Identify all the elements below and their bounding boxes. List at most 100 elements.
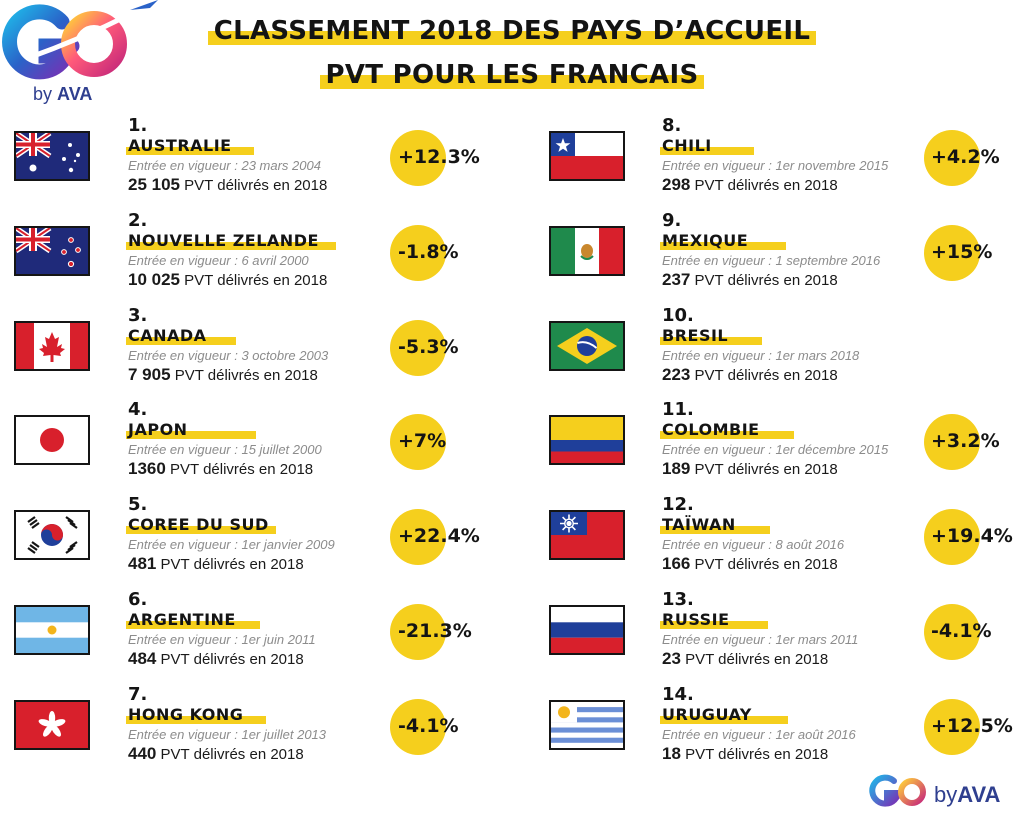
change-percent: +22.4% [398, 525, 480, 547]
country-name: BRESIL [660, 326, 762, 346]
brazil-flag-icon [549, 321, 625, 371]
country-name: RUSSIE [660, 610, 768, 630]
pvt-count: 23 PVT délivrés en 2018 [662, 649, 829, 668]
entry-date: Entrée en vigueur : 15 juillet 2000 [128, 442, 322, 457]
entry-date: Entrée en vigueur : 1er juillet 2013 [128, 727, 327, 742]
country-name: TAÏWAN [660, 515, 770, 535]
change-percent: +12.5% [931, 715, 1013, 737]
entry-date: Entrée en vigueur : 3 octobre 2003 [128, 348, 329, 363]
change-bubble [924, 699, 980, 755]
change-percent: -1.8% [398, 241, 459, 263]
country-name: URUGUAY [660, 705, 788, 725]
country-name: NOUVELLE ZELANDE [126, 231, 336, 251]
entry-date: Entrée en vigueur : 1er janvier 2009 [128, 537, 335, 552]
country-name: CANADA [126, 326, 236, 346]
country-name: AUSTRALIE [126, 136, 254, 156]
colombia-flag-icon [549, 415, 625, 465]
go-logo-icon [2, 0, 158, 80]
chile-flag-icon [549, 131, 625, 181]
pvt-count: 298 PVT délivrés en 2018 [662, 175, 838, 194]
country-name: HONG KONG [126, 705, 266, 725]
entry-date: Entrée en vigueur : 6 avril 2000 [128, 253, 309, 268]
pvt-count: 237 PVT délivrés en 2018 [662, 270, 838, 289]
ranking-entry-9: 9. MEXIQUE Entrée en vigueur : 1 septemb… [549, 211, 1024, 301]
change-percent: +3.2% [931, 430, 1000, 452]
rank-number: 13. [662, 589, 694, 610]
entry-date: Entrée en vigueur : 1 septembre 2016 [662, 253, 881, 268]
country-name: ARGENTINE [126, 610, 260, 630]
change-bubble [924, 414, 980, 470]
rank-number: 7. [128, 684, 148, 705]
pvt-count: 481 PVT délivrés en 2018 [128, 554, 304, 573]
change-percent: +15% [931, 241, 993, 263]
south-korea-flag-icon [14, 510, 90, 560]
ranking-entry-4: 4. JAPON Entrée en vigueur : 15 juillet … [14, 400, 514, 490]
logo-bottom-brand: AVA [957, 782, 1001, 807]
rank-number: 9. [662, 210, 682, 231]
taiwan-flag-icon [549, 510, 625, 560]
rank-number: 6. [128, 589, 148, 610]
change-bubble [924, 130, 980, 186]
country-name: COREE DU SUD [126, 515, 276, 535]
ranking-entry-13: 13. RUSSIE Entrée en vigueur : 1er mars … [549, 590, 1024, 680]
logo-by-text: by [33, 84, 53, 104]
country-name: JAPON [126, 420, 256, 440]
entry-date: Entrée en vigueur : 1er août 2016 [662, 727, 856, 742]
rank-number: 4. [128, 399, 148, 420]
change-percent: +4.2% [931, 146, 1000, 168]
pvt-count: 484 PVT délivrés en 2018 [128, 649, 304, 668]
hong-kong-flag-icon [14, 700, 90, 750]
entry-date: Entrée en vigueur : 23 mars 2004 [128, 158, 321, 173]
change-bubble [390, 414, 446, 470]
change-bubble [924, 225, 980, 281]
australia-flag-icon [14, 131, 90, 181]
rank-number: 3. [128, 305, 148, 326]
pvt-count: 25 105 PVT délivrés en 2018 [128, 175, 328, 194]
rank-number: 2. [128, 210, 148, 231]
change-bubble [390, 130, 446, 186]
ranking-entry-12: 12. TAÏWAN Entrée en vigueur : 8 août 20… [549, 495, 1024, 585]
change-percent: +19.4% [931, 525, 1013, 547]
ranking-entry-8: 8. CHILI Entrée en vigueur : 1er novembr… [549, 116, 1024, 206]
pvt-count: 1360 PVT délivrés en 2018 [128, 459, 314, 478]
pvt-count: 223 PVT délivrés en 2018 [662, 365, 838, 384]
entry-date: Entrée en vigueur : 1er novembre 2015 [662, 158, 889, 173]
page-subtitle: PVT POUR LES FRANCAIS [0, 58, 1024, 92]
canada-flag-icon [14, 321, 90, 371]
change-bubble [390, 699, 446, 755]
japan-flag-icon [14, 415, 90, 465]
ranking-entry-14: 14. URUGUAY Entrée en vigueur : 1er août… [549, 685, 1024, 775]
change-percent: -4.1% [398, 715, 459, 737]
pvt-count: 10 025 PVT délivrés en 2018 [128, 270, 328, 289]
rank-number: 12. [662, 494, 694, 515]
rank-number: 5. [128, 494, 148, 515]
ranking-entry-3: 3. CANADA Entrée en vigueur : 3 octobre … [14, 306, 514, 396]
entry-date: Entrée en vigueur : 1er mars 2018 [662, 348, 860, 363]
change-percent: -5.3% [398, 336, 459, 358]
change-bubble [924, 604, 980, 660]
country-name: MEXIQUE [660, 231, 786, 251]
pvt-count: 18 PVT délivrés en 2018 [662, 744, 829, 763]
rank-number: 10. [662, 305, 694, 326]
ranking-entry-7: 7. HONG KONG Entrée en vigueur : 1er jui… [14, 685, 514, 775]
new-zealand-flag-icon [14, 226, 90, 276]
change-percent: -4.1% [931, 620, 992, 642]
title-line-1: CLASSEMENT 2018 DES PAYS D’ACCUEIL [213, 16, 811, 46]
rank-number: 14. [662, 684, 694, 705]
go-by-ava-logo-bottom: byAVA [868, 772, 1018, 812]
go-logo-small-icon [869, 774, 926, 807]
entry-date: Entrée en vigueur : 1er mars 2011 [662, 632, 859, 647]
ranking-entry-11: 11. COLOMBIE Entrée en vigueur : 1er déc… [549, 400, 1024, 490]
change-percent: -21.3% [398, 620, 472, 642]
change-bubble [924, 509, 980, 565]
pvt-count: 7 905 PVT délivrés en 2018 [128, 365, 318, 384]
ranking-entry-1: 1. AUSTRALIE Entrée en vigueur : 23 mars… [14, 116, 514, 206]
mexico-flag-icon [549, 226, 625, 276]
pvt-count: 440 PVT délivrés en 2018 [128, 744, 304, 763]
uruguay-flag-icon [549, 700, 625, 750]
rank-number: 8. [662, 115, 682, 136]
title-line-2: PVT POUR LES FRANCAIS [325, 60, 699, 90]
ranking-entry-2: 2. NOUVELLE ZELANDE Entrée en vigueur : … [14, 211, 514, 301]
change-percent: +12.3% [398, 146, 480, 168]
argentina-flag-icon [14, 605, 90, 655]
